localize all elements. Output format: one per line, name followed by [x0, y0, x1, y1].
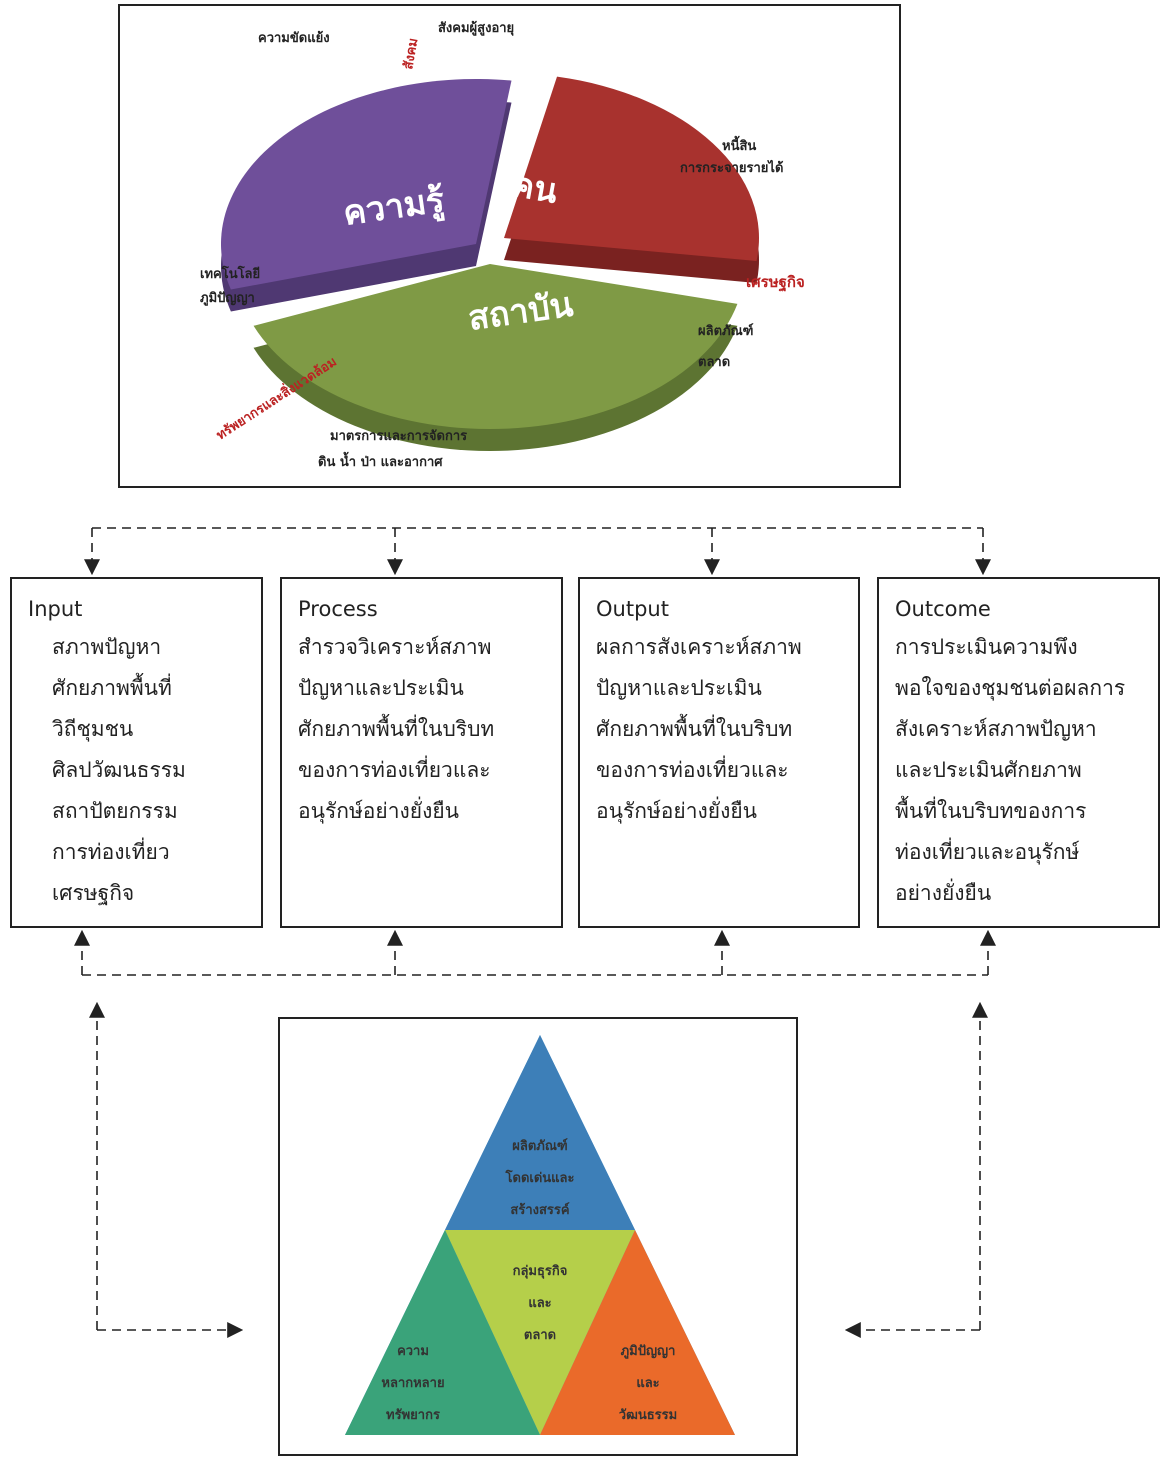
box-line: การท่องเที่ยว	[28, 832, 245, 873]
pie-label: เศรษฐกิจ	[746, 273, 805, 292]
triangle-label: ผลิตภัณฑ์	[512, 1138, 567, 1154]
pie-label: เทคโนโลยี	[200, 265, 260, 282]
box-line: สังเคราะห์สภาพปัญหา	[895, 709, 1142, 750]
box-line: สถาปัตยกรรม	[28, 791, 245, 832]
box-line: พอใจของชุมชนต่อผลการ	[895, 668, 1142, 709]
box-line: การประเมินความพึง	[895, 627, 1142, 668]
triangle-label: ภูมิปัญญา	[621, 1344, 676, 1359]
pie	[221, 77, 759, 451]
box-line: ของการท่องเที่ยวและ	[298, 750, 545, 791]
box-line: อนุรักษ์อย่างยั่งยืน	[298, 791, 545, 832]
box-title: Input	[28, 597, 245, 621]
pie-label: ความขัดแย้ง	[258, 30, 330, 46]
box-title: Process	[298, 597, 545, 621]
triangle-label: โดดเด่นและ	[505, 1169, 575, 1186]
triangle-label: ทรัพยากร	[386, 1408, 440, 1423]
box-line: อย่างยั่งยืน	[895, 873, 1142, 914]
slice-label: คน	[508, 164, 560, 211]
triangle-label: ตลาด	[524, 1328, 556, 1343]
stage-box: Process สำรวจวิเคราะห์สภาพปัญหาและประเมิน…	[280, 577, 563, 928]
stage-box: Outcome การประเมินความพึงพอใจของชุมชนต่อผ…	[877, 577, 1160, 928]
page: ความขัดแย้ง สังคมผู้สูงอายุ สังคม หนี้สิ…	[0, 0, 1166, 1463]
pie-label: ภูมิปัญญา	[200, 291, 255, 306]
box-line: ของการท่องเที่ยวและ	[596, 750, 842, 791]
box-line: วิถีชุมชน	[28, 709, 245, 750]
stage-box: Input สภาพปัญหาศักยภาพพื้นที่วิถีชุมชนศิล…	[10, 577, 263, 928]
pie-label: สังคมผู้สูงอายุ	[438, 20, 514, 36]
box-line: ปัญหาและประเมิน	[596, 668, 842, 709]
box-line: เศรษฐกิจ	[28, 873, 245, 914]
box-line: สภาพปัญหา	[28, 627, 245, 668]
triangle-label: และ	[636, 1376, 659, 1391]
triangle-label: ความ	[397, 1344, 429, 1359]
box-line: ปัญหาและประเมิน	[298, 668, 545, 709]
box-title: Output	[596, 597, 842, 621]
box-line: พื้นที่ในบริบทของการ	[895, 791, 1142, 832]
box-line: ศักยภาพพื้นที่	[28, 668, 245, 709]
box-line: ศักยภาพพื้นที่ในบริบท	[596, 709, 842, 750]
box-line: ท่องเที่ยวและอนุรักษ์	[895, 832, 1142, 873]
stage-box: Output ผลการสังเคราะห์สภาพปัญหาและประเมิน…	[578, 577, 860, 928]
box-line: ผลการสังเคราะห์สภาพ	[596, 627, 842, 668]
triangle-label: และ	[528, 1296, 551, 1311]
box-line: และประเมินศักยภาพ	[895, 750, 1142, 791]
box-title: Outcome	[895, 597, 1142, 621]
triangle-label: กลุ่มธุรกิจ	[513, 1264, 568, 1279]
triangle-label: หลากหลาย	[381, 1376, 444, 1391]
pie-label: การกระจายรายได้	[680, 159, 783, 176]
triangle-label: วัฒนธรรม	[619, 1408, 677, 1423]
box-line: ศิลปวัฒนธรรม	[28, 750, 245, 791]
pie-label: ดิน น้ำ ป่า และอากาศ	[318, 451, 443, 470]
pie-label: สังคม	[401, 37, 421, 71]
pie-label: ผลิตภัณฑ์	[698, 323, 753, 339]
pie-label: ตลาด	[698, 355, 730, 370]
box-line: ศักยภาพพื้นที่ในบริบท	[298, 709, 545, 750]
box-line: สำรวจวิเคราะห์สภาพ	[298, 627, 545, 668]
pie-label: มาตรการและการจัดการ	[330, 429, 467, 444]
pie-label: หนี้สิน	[722, 135, 756, 154]
triangle	[345, 1035, 735, 1435]
triangle-label: สร้างสรรค์	[510, 1202, 569, 1218]
box-line: อนุรักษ์อย่างยั่งยืน	[596, 791, 842, 832]
